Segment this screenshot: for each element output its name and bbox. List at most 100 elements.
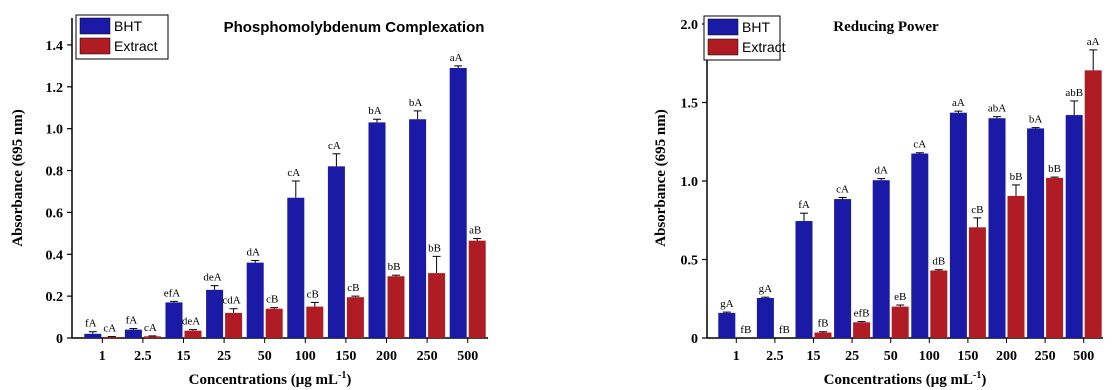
y-tick-label: 1.0 [681,175,699,190]
bar-extract [1084,70,1102,338]
bar-extract [428,273,446,338]
bar-bht [795,221,813,338]
significance-letter: cA [144,322,157,334]
legend: BHT Extract [75,14,169,60]
significance-letter: dA [246,247,260,259]
x-tick-label: 200 [376,349,397,364]
significance-letter: cB [307,288,319,300]
significance-letter: deA [182,316,200,328]
legend-label: Extract [742,39,786,55]
legend: BHT Extract [703,15,786,61]
bar-bht [368,122,386,339]
bar-extract [891,306,909,338]
significance-letter: dA [874,165,888,177]
x-tick-label: 150 [957,349,978,364]
bar-extract [853,322,871,338]
x-tick-label: 15 [807,349,821,364]
x-tick-label: 150 [335,349,356,364]
bar-extract [968,227,986,338]
x-tick-label: 25 [217,349,231,364]
x-tick-label: 500 [1073,349,1094,364]
significance-letter: efB [854,308,870,320]
y-tick-label: 1.5 [681,97,699,112]
bar-bht [206,289,224,338]
chart-panel-2: 0 0.5 1.0 1.5 2.0 1 gA fB 2.5 gA fB 15 fA fB 25 cA efB 50… [653,15,1103,388]
significance-letter: gA [720,298,734,310]
bar-extract [814,332,832,338]
significance-letter: cA [836,183,849,195]
bar-bht [872,180,890,338]
significance-letter: cB [971,204,983,216]
significance-letter: bA [409,97,423,109]
bar-bht [84,333,102,338]
significance-letter: fA [126,315,138,327]
x-tick-label: 2.5 [134,349,152,364]
significance-letter: cA [913,139,926,151]
y-tick-label: 0.2 [46,290,64,305]
bar-extract [1046,177,1064,338]
x-tick-label: 2.5 [766,349,784,364]
y-tick-label: 0.5 [681,254,699,269]
bar-extract [346,297,364,338]
bar-bht [165,302,183,338]
significance-letter: eB [894,291,906,303]
y-tick-label: 2.0 [681,18,699,33]
x-tick-label: 50 [884,349,898,364]
y-tick-label: 0 [56,332,63,347]
bar-extract [143,336,161,338]
x-tick-label: 100 [295,349,316,364]
significance-letter: aA [952,97,965,109]
legend-label: Extract [114,38,158,54]
y-axis-label: Absorbance (695 nm) [10,109,26,247]
significance-letter: bB [1010,171,1023,183]
significance-letter: bB [428,242,441,254]
bar-extract [225,312,243,338]
y-tick-label: 0 [691,332,698,347]
x-tick-label: 500 [457,349,478,364]
x-tick-label: 15 [177,349,191,364]
significance-letter: fB [740,324,751,336]
significance-letter: efA [164,287,181,299]
significance-letter: aA [1087,36,1100,48]
significance-letter: gA [759,283,773,295]
significance-letter: cA [287,167,300,179]
significance-letter: fB [779,324,790,336]
bar-extract [387,276,405,338]
significance-letter: fB [818,318,829,330]
significance-letter: cB [266,294,278,306]
chart-title: Phosphomolybdenum Complexation [224,19,485,36]
bar-bht [834,199,852,338]
x-tick-label: 1 [99,349,106,364]
significance-letter: abA [988,103,1006,115]
x-axis-label: Concentrations (μg mL-1) [824,370,987,388]
x-axis-label: Concentrations (μg mL-1) [189,370,352,388]
significance-letter: fA [798,199,810,211]
bar-bht [449,67,467,339]
significance-letter: deA [203,272,221,284]
y-axis-label: Absorbance (695 nm) [653,109,669,247]
bar-extract [468,240,486,338]
bar-bht [246,262,264,338]
bar-bht [1065,115,1083,338]
bar-bht [949,112,967,338]
legend-swatch-extract [707,38,739,56]
bar-extract [930,270,948,338]
legend-swatch-bht [707,18,739,36]
significance-letter: cA [103,323,116,335]
x-tick-label: 50 [258,349,272,364]
bar-bht [988,118,1006,338]
bar-extract [184,330,202,338]
significance-letter: bA [1029,114,1043,126]
x-tick-label: 200 [996,349,1017,364]
x-tick-label: 25 [845,349,859,364]
significance-letter: fA [85,318,97,330]
bar-bht [409,119,427,338]
y-tick-label: 0.6 [46,206,64,221]
chart-panel-1: 0 0.2 0.4 0.6 0.8 1.0 1.2 1.4 1 fA cA 2.5 fA cA 15 efA d… [10,14,488,388]
y-tick-label: 1.0 [46,123,64,138]
chart-title: Reducing Power [833,19,939,35]
bar-bht [287,197,305,338]
bar-bht [718,312,736,338]
significance-letter: bB [388,261,401,273]
